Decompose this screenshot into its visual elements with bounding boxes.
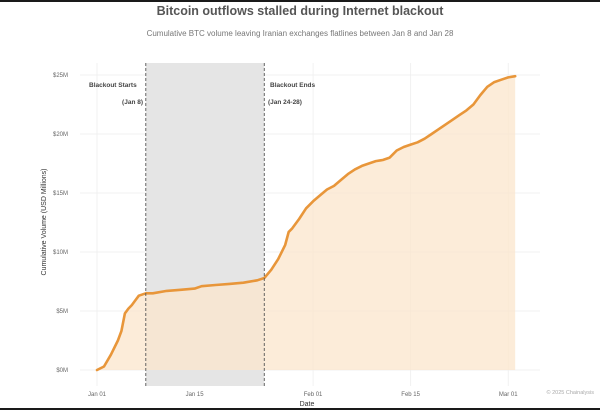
bottom-border	[0, 408, 600, 410]
x-tick-label: Mar 01	[499, 392, 518, 398]
chart-title: Bitcoin outflows stalled during Internet…	[156, 4, 444, 18]
x-tick-label: Jan 15	[186, 392, 205, 398]
x-axis-ticks: Jan 01 Jan 15 Feb 01 Feb 15 Mar 01	[88, 392, 518, 398]
data-line	[95, 74, 517, 372]
blackout-end-label: Blackout Ends	[270, 82, 316, 89]
y-tick-label: $20M	[53, 132, 68, 138]
y-axis-title: Cumulative Volume (USD Millions)	[41, 169, 48, 276]
y-tick-label: $10M	[53, 250, 68, 256]
y-tick-label: $5M	[56, 309, 68, 315]
chart-subtitle: Cumulative BTC volume leaving Iranian ex…	[146, 29, 454, 38]
x-tick-label: Feb 15	[401, 392, 420, 398]
blackout-end-date: (Jan 24-28)	[268, 99, 302, 106]
area-fill	[97, 76, 516, 370]
y-tick-label: $25M	[53, 73, 68, 79]
y-axis-ticks: $0M $5M $10M $15M $20M $25M	[53, 73, 68, 374]
blackout-start-date: (Jan 8)	[122, 99, 143, 106]
x-tick-label: Jan 01	[88, 392, 107, 398]
copyright-text: © 2025 Chainalysis	[546, 390, 594, 396]
y-tick-label: $0M	[56, 368, 68, 374]
top-border	[0, 0, 600, 2]
x-tick-label: Feb 01	[304, 392, 323, 398]
blackout-start-label: Blackout Starts	[89, 82, 137, 89]
x-axis-title: Date	[300, 401, 315, 408]
y-tick-label: $15M	[53, 191, 68, 197]
